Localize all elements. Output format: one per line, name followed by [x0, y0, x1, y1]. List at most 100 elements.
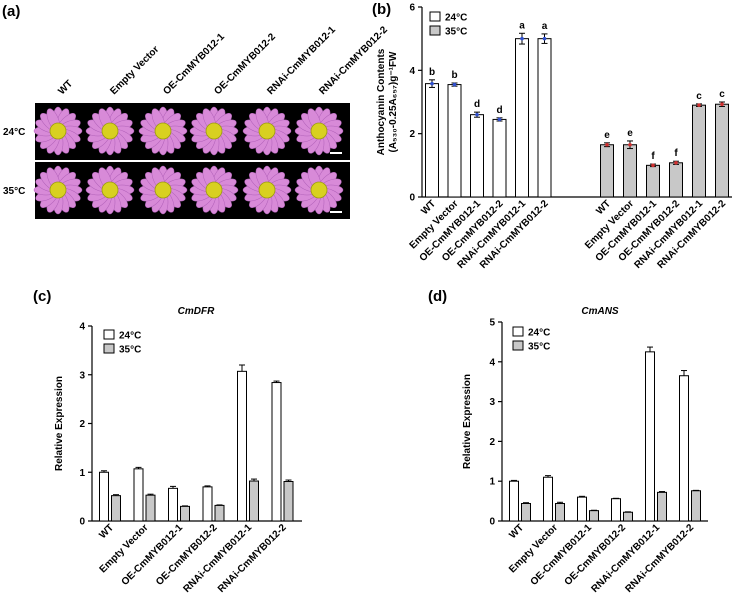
y-axis-label: Relative Expression [54, 376, 65, 471]
error-bar [147, 493, 154, 496]
error-bar [659, 491, 665, 493]
flower-center [101, 181, 119, 199]
x-tick-label: WT [419, 198, 438, 217]
error-bar [545, 475, 551, 478]
legend-label: 35°C [445, 27, 467, 38]
bar [537, 38, 552, 198]
error-bar [557, 501, 563, 504]
legend-swatch [429, 25, 441, 36]
y-tick-label: 2 [409, 129, 415, 140]
bar [611, 498, 621, 522]
x-tick-label: OE-CmMYB012-2 [563, 522, 629, 588]
bar [168, 487, 178, 522]
flower-center [154, 181, 172, 199]
error-bar [451, 82, 458, 87]
error-bar [170, 485, 176, 489]
chart-title: CmDFR [178, 306, 215, 317]
replicate-dot [520, 36, 524, 41]
flower [189, 165, 239, 215]
flower [294, 106, 344, 156]
significance-letter: e [627, 128, 633, 139]
error-bar [523, 502, 529, 504]
flower [33, 106, 83, 156]
bar [669, 162, 683, 198]
flower-center [154, 122, 172, 140]
flower [138, 106, 188, 156]
error-bar [604, 142, 610, 148]
bar [111, 495, 121, 522]
bar [249, 480, 259, 522]
chart-title: CmANS [581, 306, 619, 317]
bar [425, 83, 439, 198]
replicate-dot [475, 112, 479, 117]
flower [33, 165, 83, 215]
error-bar [135, 466, 142, 469]
replicate-dot [651, 163, 655, 168]
error-bar [239, 364, 245, 372]
panel-label: (d) [428, 288, 447, 305]
error-bar [673, 160, 679, 165]
error-bar [681, 370, 687, 376]
y-tick-label: 1 [489, 477, 495, 488]
flower-center [205, 122, 223, 140]
legend-label: 24°C [445, 13, 467, 24]
significance-letter: a [542, 21, 548, 32]
bar [679, 375, 689, 522]
flower [189, 106, 239, 156]
error-bar [627, 140, 633, 150]
y-tick-label: 2 [79, 419, 85, 430]
panel-label: (b) [372, 1, 391, 18]
replicate-dot [697, 103, 701, 107]
column-label: WT [56, 78, 75, 97]
error-bar [496, 117, 503, 122]
bar [492, 118, 507, 198]
replicate-dot [542, 36, 547, 41]
bar [521, 502, 531, 522]
y-axis-label: Relative Expression [462, 374, 473, 469]
row-label: 24°C [3, 127, 25, 138]
y-tick-label: 4 [409, 66, 415, 77]
error-bar [647, 346, 653, 352]
replicate-dot [605, 142, 609, 147]
flower-center [49, 122, 67, 140]
error-bar [429, 79, 435, 88]
error-bar [541, 33, 548, 44]
panel-label: (a) [2, 3, 20, 20]
significance-letter: e [604, 130, 610, 141]
replicate-dot [430, 81, 434, 86]
y-tick-label: 2 [489, 437, 495, 448]
bar [202, 486, 213, 522]
significance-letter: f [651, 151, 655, 162]
y-tick-label: 0 [79, 517, 85, 528]
bar [645, 351, 655, 522]
error-bar [251, 478, 257, 482]
legend-swatch [512, 326, 524, 337]
flower-center [49, 181, 67, 199]
bar [447, 84, 462, 198]
bar [133, 468, 144, 522]
bar [271, 382, 282, 522]
error-bar [696, 103, 702, 107]
row-label: 35°C [3, 186, 25, 197]
x-tick-label: OE-CmMYB012-2 [154, 522, 220, 588]
bar [577, 496, 587, 522]
significance-letter: b [451, 70, 457, 81]
legend-swatch [512, 340, 524, 351]
legend-swatch [103, 343, 115, 354]
legend-label: 24°C [119, 331, 141, 342]
x-tick-label: OE-CmMYB012-1 [529, 522, 595, 588]
y-tick-label: 6 [409, 3, 415, 14]
replicate-dot [674, 161, 678, 165]
x-tick-label: WT [507, 522, 526, 541]
y-tick-label: 5 [489, 318, 495, 329]
significance-letter: a [519, 20, 525, 31]
y-axis-label: (A₅₃₀-0.25A₆₅₇)g⁻¹FW [388, 51, 399, 153]
bar [214, 504, 225, 522]
y-tick-label: 0 [489, 517, 495, 528]
significance-letter: c [719, 89, 725, 100]
x-tick-label: WT [97, 522, 116, 541]
legend-swatch [103, 329, 115, 340]
flower [242, 106, 292, 156]
flower-center [258, 181, 276, 199]
